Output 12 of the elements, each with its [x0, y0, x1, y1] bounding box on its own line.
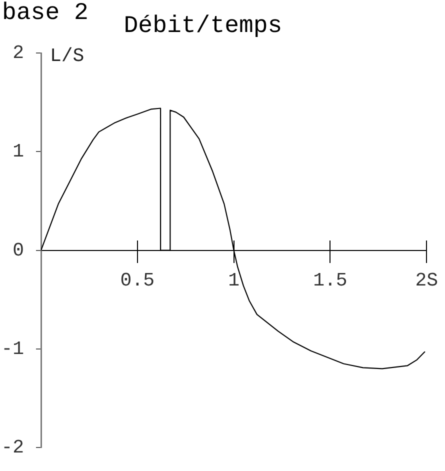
x-tick-label: 1	[228, 270, 240, 292]
chart-title: Débit/temps	[124, 13, 282, 40]
x-tick-label: 2S	[415, 270, 438, 292]
x-tick-label: 0.5	[120, 270, 155, 292]
y-tick-label: 2	[12, 42, 24, 64]
text: base 2	[2, 0, 88, 27]
y-tick-label: -1	[1, 338, 24, 360]
x-tick-label: 1.5	[313, 270, 348, 292]
y-tick-label: -2	[1, 436, 24, 459]
y-tick-label: 0	[12, 239, 24, 262]
y-tick-label: 1	[12, 140, 24, 163]
y-axis-title: L/S	[50, 45, 84, 68]
